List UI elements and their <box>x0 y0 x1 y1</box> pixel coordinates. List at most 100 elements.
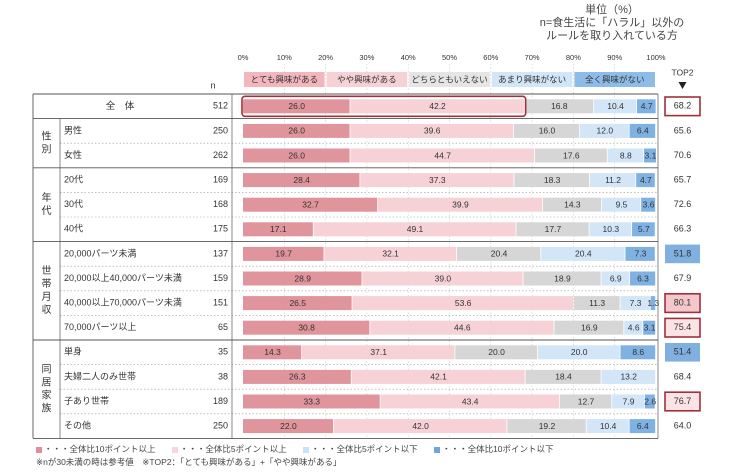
legend-header-cell <box>491 72 573 87</box>
top2-value: 65.7 <box>674 174 692 184</box>
n-column-header: n <box>210 80 215 90</box>
bar-data-label: 42.2 <box>429 101 446 111</box>
row-n-value: 175 <box>213 224 228 234</box>
legend-note-item: ・・・全体比5ポイント以上 <box>171 444 287 454</box>
x-tick-label: 10% <box>277 53 292 62</box>
bar-segment <box>243 222 313 237</box>
bar-segment <box>507 419 586 434</box>
group-label-char: 別 <box>42 143 52 155</box>
bar-segment <box>243 271 362 286</box>
bar-segment <box>243 99 350 114</box>
bar-data-label: 26.0 <box>288 126 305 136</box>
top2-header: TOP2 <box>671 67 693 77</box>
top2-cell <box>665 121 700 141</box>
legend-note-item: ・・・全体比10ポイント以上 <box>36 444 155 454</box>
bar-segment <box>589 173 636 188</box>
bar-data-label: 26.5 <box>289 298 306 308</box>
bar-data-label: 5.7 <box>638 224 650 234</box>
row-label: 20,000以上40,000パーツ未満 <box>64 272 182 283</box>
bar-segment <box>632 222 655 237</box>
bar-segment <box>525 369 601 384</box>
top2-value: 75.4 <box>674 322 692 332</box>
row-label: 夫婦二人のみ世帯 <box>64 370 136 381</box>
bar-segment <box>243 369 351 384</box>
footnote: ※nが30未満の時は参考値 ※TOP2：「とても興味がある」+「やや興味がある」 <box>36 457 342 467</box>
bar-segment <box>541 246 625 261</box>
bar-data-label: 28.9 <box>294 273 311 283</box>
bar-segment <box>601 271 630 286</box>
row-label: 子あり世帯 <box>64 395 109 406</box>
bar-segment <box>624 320 643 335</box>
bar-segment <box>637 99 656 114</box>
row-label: 40,000以上70,000パーツ未満 <box>64 296 182 307</box>
bar-data-label: 49.1 <box>407 224 424 234</box>
bar-data-label: 12.0 <box>597 126 614 136</box>
row-n-value: 151 <box>213 297 228 307</box>
top2-value: 64.0 <box>674 420 692 430</box>
bar-segment <box>644 148 657 163</box>
bar-data-label: 20.0 <box>571 347 588 357</box>
group-label-char: 家 <box>42 388 52 401</box>
bar-data-label: 11.2 <box>605 175 621 185</box>
legend-note-item: ・・・全体比10ポイント以下 <box>434 444 554 454</box>
bar-data-label: 8.8 <box>620 150 632 160</box>
top2-value: 65.6 <box>674 125 692 135</box>
row-n-value: 168 <box>213 199 228 209</box>
legend-header-cell <box>244 72 325 87</box>
bar-segment <box>629 271 656 286</box>
row-label: 40代 <box>64 224 83 234</box>
top2-cell <box>665 220 700 239</box>
top2-cell <box>665 269 700 288</box>
top2-value: 68.2 <box>674 101 692 111</box>
top2-cell <box>665 343 700 362</box>
top2-cell <box>665 146 700 165</box>
top2-cell <box>664 317 701 338</box>
bar-data-label: 4.7 <box>640 175 652 185</box>
legend-header-cell <box>326 72 408 87</box>
legend-note-label: ・・・全体比5ポイント以下 <box>310 444 418 454</box>
top2-cell <box>665 416 700 436</box>
top2-cell <box>664 391 701 412</box>
bar-segment <box>537 345 620 360</box>
bar-segment <box>620 345 656 360</box>
legend-header-cell <box>409 72 490 87</box>
legend-header-label: どちらともいえない <box>411 74 487 84</box>
bar-data-label: 18.3 <box>544 175 561 185</box>
bar-segment <box>370 320 554 335</box>
bar-segment <box>601 197 641 212</box>
bar-data-label: 6.3 <box>637 273 649 283</box>
unit-note: 単位（%） n=食生活に「ハラル」以外の ルールを取り入れている方 <box>512 4 712 43</box>
bar-data-label: 17.7 <box>545 224 562 234</box>
bar-data-label: 3.1 <box>644 322 656 332</box>
group-label-char: 性 <box>42 129 52 142</box>
bar-segment <box>243 148 350 163</box>
bar-data-label: 8.6 <box>632 347 644 357</box>
row-label: 全 体 <box>106 100 135 112</box>
bar-segment <box>607 148 644 163</box>
top2-value: 76.7 <box>674 396 692 406</box>
row-n-value: 189 <box>213 396 228 406</box>
bar-data-label: 26.0 <box>288 101 305 111</box>
bar-segment <box>620 296 650 311</box>
bar-data-label: 20.4 <box>491 249 508 259</box>
bar-data-label: 44.6 <box>454 322 471 332</box>
bar-data-label: 10.4 <box>600 421 617 431</box>
bar-segment <box>514 173 590 188</box>
bar-segment <box>360 173 514 188</box>
row-n-value: 38 <box>218 371 228 381</box>
legend-header-label: とても興味がある <box>251 74 318 84</box>
unit-line-1: 単位（%） <box>585 4 639 16</box>
bar-data-label: 4.7 <box>641 101 653 111</box>
legend-header-label: あまり興味がない <box>498 74 566 84</box>
bar-data-label: 7.9 <box>623 396 635 406</box>
row-label: 30代 <box>64 199 83 209</box>
row-label: 20,000パーツ未満 <box>64 247 136 258</box>
unit-line-3: ルールを取り入れている方 <box>546 30 678 42</box>
bar-data-label: 26.3 <box>289 372 306 382</box>
bar-data-label: 12.7 <box>578 396 595 406</box>
bar-segment <box>612 394 645 409</box>
top2-highlight-box <box>241 95 527 118</box>
bar-segment <box>629 123 656 138</box>
group-label-char: 年 <box>42 191 52 204</box>
bar-segment <box>313 222 516 237</box>
